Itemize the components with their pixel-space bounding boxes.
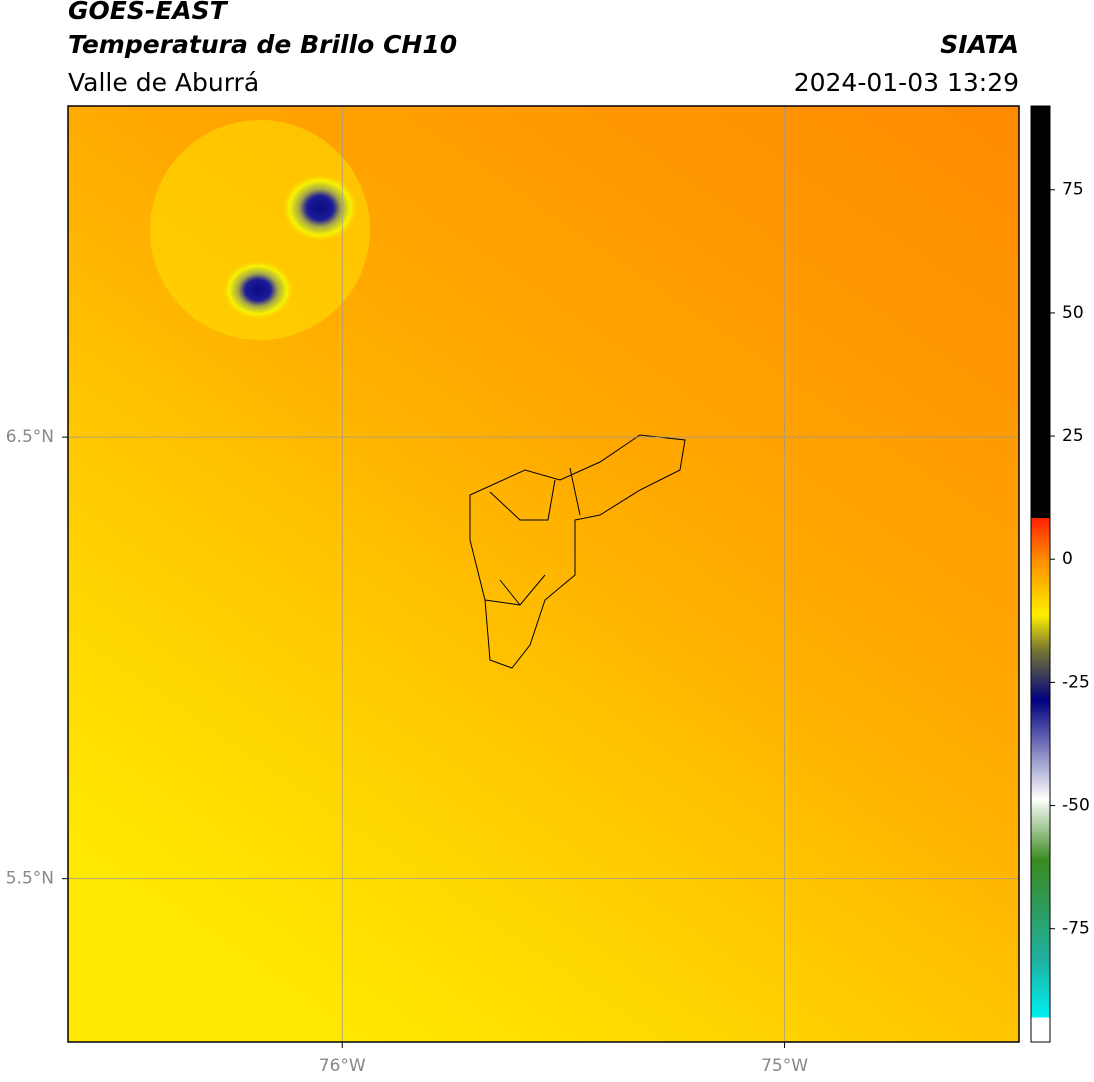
lon-label: 75°W [761, 1056, 808, 1076]
title: GOES-EAST [68, 0, 229, 25]
colorbar-label: -50 [1062, 796, 1090, 816]
subtitle: Temperatura de Brillo CH10 [68, 30, 457, 59]
colorbar-label: -25 [1062, 672, 1090, 692]
lat-label: 6.5°N [6, 427, 54, 447]
colorbar-label: 75 [1062, 180, 1084, 200]
colorbar [1030, 105, 1051, 1043]
lon-label: 76°W [319, 1056, 366, 1076]
colorbar-label: 25 [1062, 426, 1084, 446]
region: Valle de Aburrá [68, 68, 259, 97]
source: SIATA [940, 30, 1019, 59]
map-image [68, 106, 1019, 1042]
colorbar-label: -75 [1062, 919, 1090, 939]
colorbar-label: 50 [1062, 303, 1084, 323]
timestamp: 2024-01-03 13:29 [794, 68, 1019, 97]
colorbar-label: 0 [1062, 549, 1073, 569]
map-frame [67, 105, 1020, 1043]
lat-label: 5.5°N [6, 869, 54, 889]
